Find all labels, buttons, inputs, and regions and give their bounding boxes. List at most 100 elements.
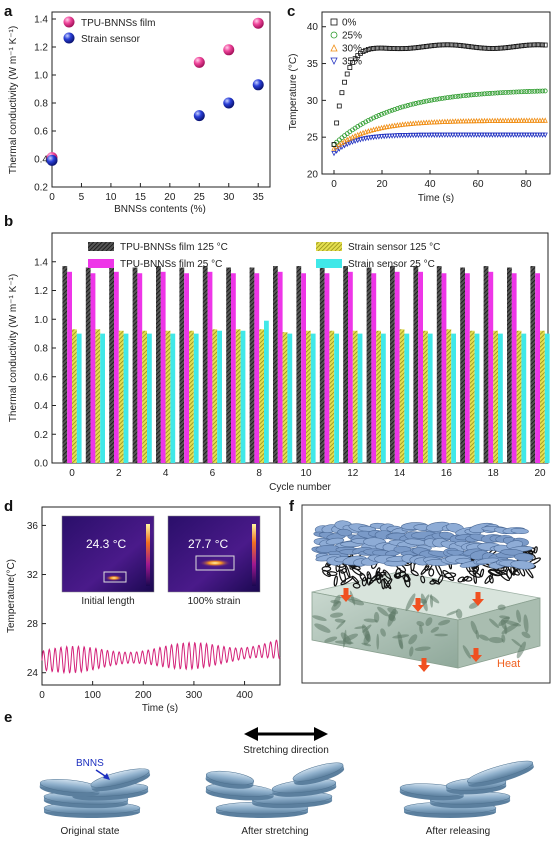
data-point — [384, 133, 390, 140]
bar — [427, 333, 433, 463]
data-point — [447, 132, 453, 138]
data-point — [429, 132, 435, 138]
data-point — [344, 141, 350, 148]
data-point — [540, 88, 545, 94]
data-point — [534, 132, 540, 138]
y-tick-label: 36 — [27, 521, 39, 532]
bar — [423, 330, 428, 463]
data-point — [426, 43, 432, 49]
network-loop — [382, 569, 392, 580]
data-point — [444, 132, 451, 138]
data-point — [531, 132, 538, 138]
data-point — [402, 121, 408, 127]
bar — [226, 267, 231, 463]
bar — [287, 333, 293, 463]
data-point — [360, 136, 366, 142]
data-point — [344, 71, 350, 77]
data-point — [487, 91, 493, 96]
network-loop — [437, 574, 444, 584]
slab-flake — [419, 624, 423, 635]
data-point — [413, 101, 419, 106]
data-point — [389, 133, 395, 139]
data-point — [397, 121, 403, 128]
legend-label: 0% — [342, 18, 357, 29]
y-tick-label: 24 — [27, 668, 39, 679]
slab-flake — [488, 637, 504, 644]
data-point — [360, 49, 366, 55]
panel-c-chart: 20 25 30 35 40 0 20 40 60 80 Time (s) Temperatur… — [288, 11, 551, 204]
slab-flake — [408, 634, 418, 645]
data-point — [413, 120, 419, 126]
data-point — [487, 132, 493, 138]
data-point — [330, 18, 338, 26]
x-tick-label: 35 — [253, 192, 265, 203]
data-point — [476, 117, 482, 124]
data-point — [397, 46, 403, 52]
data-point — [495, 132, 501, 138]
slab-flake — [405, 593, 416, 612]
bar — [460, 267, 465, 463]
data-point — [431, 132, 437, 138]
data-point — [452, 132, 459, 138]
data-point — [471, 44, 477, 50]
data-point — [405, 120, 411, 127]
data-point — [368, 116, 374, 122]
data-point — [442, 95, 448, 101]
network-loop — [488, 568, 503, 576]
network-loop — [381, 578, 386, 590]
x-tick-label: 100 — [84, 690, 101, 701]
data-point — [416, 44, 421, 50]
bar — [511, 273, 517, 463]
bar — [259, 329, 264, 463]
network-loop — [431, 578, 441, 585]
data-point — [445, 95, 450, 101]
data-point — [468, 44, 474, 50]
data-point — [484, 117, 490, 124]
data-point — [471, 92, 477, 98]
data-point — [492, 46, 498, 51]
data-point — [484, 91, 490, 97]
data-point — [487, 46, 493, 51]
bar — [254, 273, 260, 463]
bar — [488, 271, 494, 463]
y-tick-label: 28 — [27, 619, 39, 630]
x-tick-label: 40 — [424, 179, 436, 190]
slab-flake — [430, 626, 440, 633]
network-loop — [352, 582, 361, 589]
bar — [465, 273, 470, 463]
data-point — [455, 118, 461, 124]
bar — [62, 266, 68, 463]
data-point — [542, 117, 548, 123]
data-point — [455, 42, 461, 48]
disc-top — [292, 762, 344, 782]
y-tick-label: 1.4 — [34, 257, 48, 268]
data-point — [423, 43, 429, 49]
data-point — [252, 17, 264, 29]
data-point — [373, 45, 379, 51]
network-loop — [326, 571, 338, 577]
data-point — [453, 42, 458, 48]
data-point — [529, 117, 535, 123]
panel-label-d: d — [4, 498, 13, 515]
slab-flake — [489, 618, 500, 628]
data-point — [453, 94, 458, 100]
bar — [366, 267, 372, 463]
x-tick-label: 18 — [488, 468, 500, 479]
y-tick-label: 0.8 — [34, 99, 48, 110]
x-tick-label: 200 — [135, 690, 152, 701]
data-point — [484, 132, 490, 138]
network-loop — [340, 567, 348, 574]
slab-flake — [429, 594, 434, 608]
data-point — [489, 90, 495, 96]
film-flake — [500, 548, 524, 556]
data-point — [384, 109, 390, 115]
x-tick-label: 10 — [300, 468, 312, 479]
data-point — [392, 133, 398, 139]
data-point — [455, 93, 461, 99]
data-point — [458, 93, 464, 99]
data-point — [537, 117, 543, 123]
slab-flake — [497, 604, 506, 611]
data-point — [479, 132, 485, 138]
x-tick-label: 12 — [347, 468, 359, 479]
panel-b-xlabel: Cycle number — [269, 482, 331, 493]
